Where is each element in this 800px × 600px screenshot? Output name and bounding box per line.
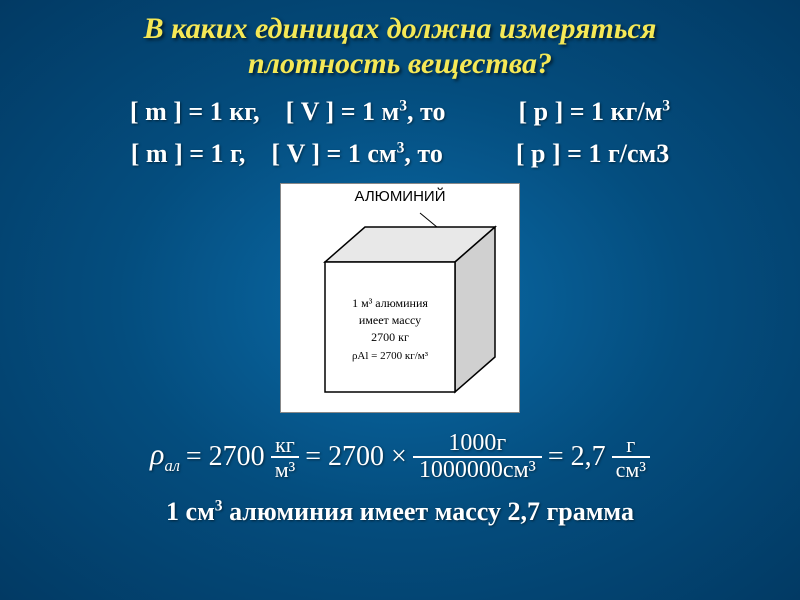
density-conversion-formula: ρал = 2700 кг м³ = 2700 × 1000г 1000000с… [0,431,800,483]
cube-text-4: ρAl = 2700 кг/м³ [352,350,429,362]
eq2: = 2700 × [305,441,407,473]
frac1-den: м³ [271,456,300,481]
rho-subscript: ал [164,456,179,475]
cube-figure: АЛЮМИНИЙ 1 м³ алюминия имеет массу 2700 … [280,183,520,413]
r1-v-exp: 3 [399,97,407,114]
r1-m: [ m ] = 1 кг, [130,97,260,126]
units-row-1: [ m ] = 1 кг, [ V ] = 1 м3, то [ p ] = 1… [0,97,800,127]
title-line2: плотность вещества? [248,47,552,80]
cube-svg: 1 м³ алюминия имеет массу 2700 кг ρAl = … [295,207,505,402]
rho-symbol: ρал [150,438,180,476]
r2-v-tail: , то [404,139,442,168]
conclusion-text: 1 см3 алюминия имеет массу 2,7 грамма [0,497,800,527]
cube-text-2: имеет массу [359,313,421,327]
r1-p-exp: 3 [662,97,670,114]
r2-v: [ V ] = 1 см [271,139,396,168]
frac3-num: г [622,433,639,456]
units-row-2: [ m ] = 1 г, [ V ] = 1 см3, то [ p ] = 1… [0,139,800,169]
frac2-num: 1000г [442,431,512,456]
bottom-exp: 3 [215,498,223,515]
frac3-den: см³ [612,456,650,481]
r2-m: [ m ] = 1 г, [131,139,246,168]
frac-g-cm3: г см³ [612,433,650,481]
title-line1: В каких единицах должна измеряться [144,12,657,45]
frac-kg-m3: кг м³ [271,433,300,481]
r1-v-tail: , то [407,97,445,126]
eq3: = 2,7 [548,441,606,473]
bottom-part1: 1 см [166,497,215,526]
slide-title: В каких единицах должна измеряться плотн… [0,0,800,89]
frac-conversion: 1000г 1000000см³ [413,431,542,483]
cube-material-label: АЛЮМИНИЙ [287,188,513,205]
frac2-den: 1000000см³ [413,456,542,483]
cube-text-3: 2700 кг [371,330,409,344]
bottom-part2: алюминия имеет массу 2,7 грамма [223,497,634,526]
r1-v: [ V ] = 1 м [286,97,400,126]
eq1: = 2700 [186,441,265,473]
r2-p: [ p ] = 1 г/см3 [516,139,669,168]
cube-text-1: 1 м³ алюминия [352,296,428,310]
frac1-num: кг [271,433,299,456]
r1-p: [ p ] = 1 кг/м [518,97,662,126]
